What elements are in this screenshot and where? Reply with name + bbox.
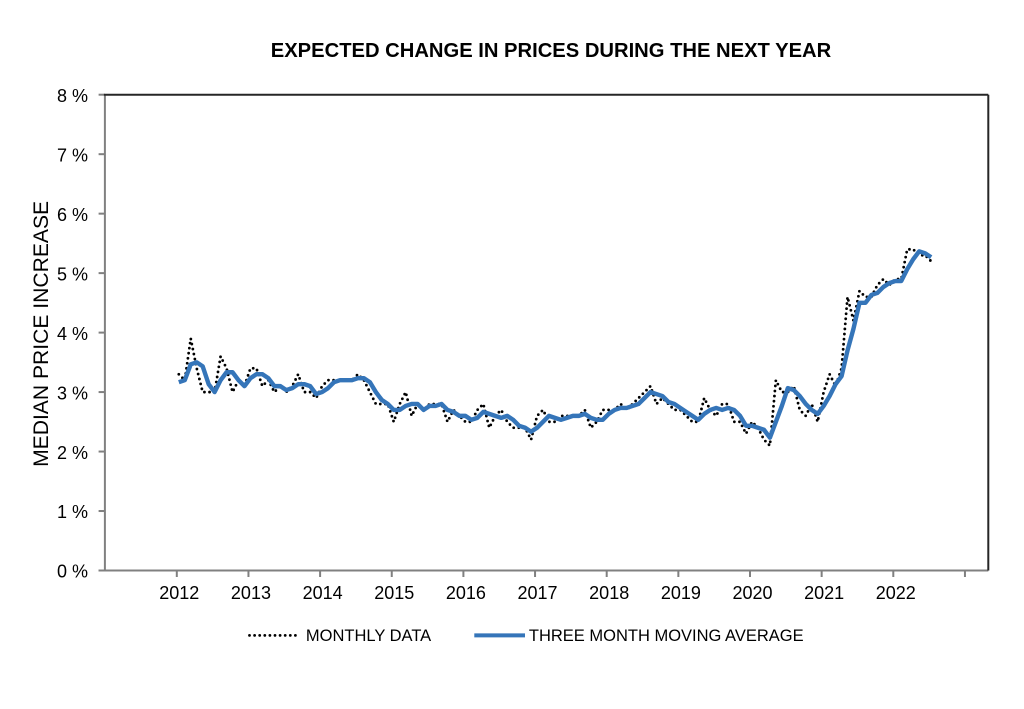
svg-text:THREE MONTH MOVING AVERAGE: THREE MONTH MOVING AVERAGE <box>529 627 804 645</box>
svg-text:MEDIAN PRICE INCREASE: MEDIAN PRICE INCREASE <box>30 201 53 467</box>
svg-text:2014: 2014 <box>303 583 343 603</box>
svg-text:2021: 2021 <box>804 583 844 603</box>
svg-text:2017: 2017 <box>518 583 558 603</box>
svg-text:2018: 2018 <box>589 583 629 603</box>
svg-text:2012: 2012 <box>159 583 199 603</box>
svg-text:3 %: 3 % <box>57 383 88 403</box>
svg-text:2019: 2019 <box>661 583 701 603</box>
svg-text:2016: 2016 <box>446 583 486 603</box>
svg-text:EXPECTED CHANGE IN PRICES DURI: EXPECTED CHANGE IN PRICES DURING THE NEX… <box>271 40 832 62</box>
svg-text:2020: 2020 <box>732 583 772 603</box>
svg-text:2013: 2013 <box>231 583 271 603</box>
svg-text:0 %: 0 % <box>57 562 88 582</box>
svg-text:2022: 2022 <box>876 583 916 603</box>
svg-text:6 %: 6 % <box>57 205 88 225</box>
svg-text:7 %: 7 % <box>57 145 88 165</box>
svg-text:8 %: 8 % <box>57 86 88 106</box>
svg-text:2015: 2015 <box>374 583 414 603</box>
svg-text:5 %: 5 % <box>57 264 88 284</box>
svg-text:MONTHLY DATA: MONTHLY DATA <box>306 627 431 645</box>
svg-text:4 %: 4 % <box>57 324 88 344</box>
svg-text:1 %: 1 % <box>57 502 88 522</box>
svg-text:2 %: 2 % <box>57 443 88 463</box>
